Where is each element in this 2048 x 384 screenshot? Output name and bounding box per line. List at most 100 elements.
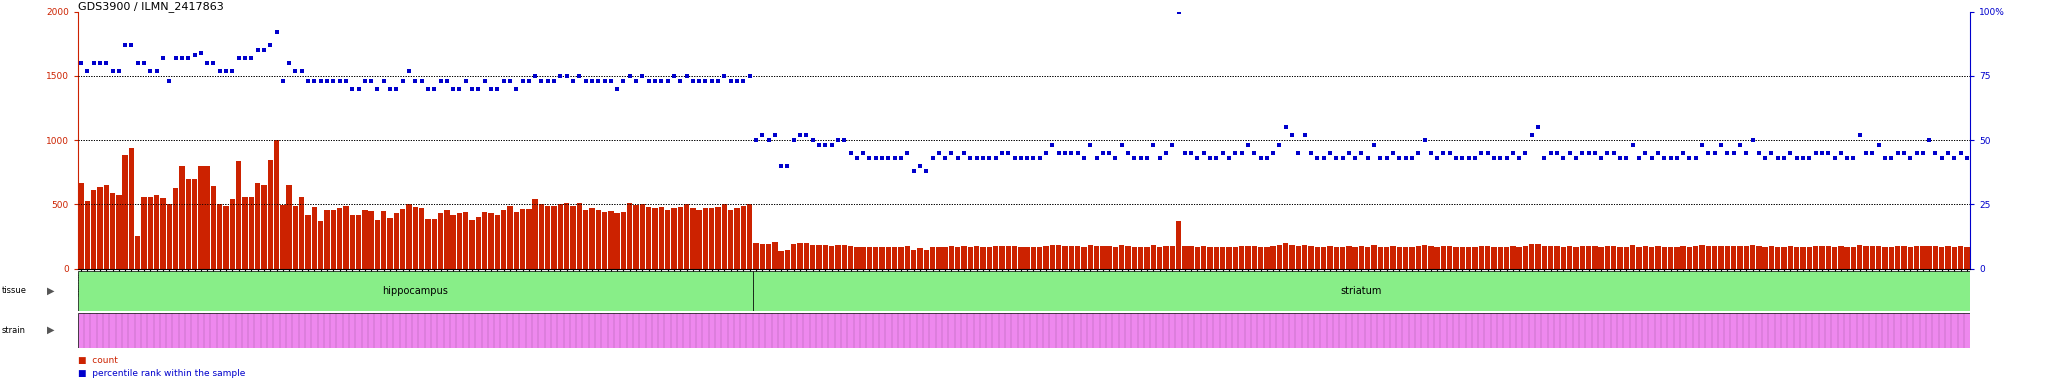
- Bar: [1542, 247, 1546, 269]
- Point: [127, 60, 160, 66]
- Bar: [1346, 246, 1352, 269]
- Point: [1300, 155, 1333, 161]
- Point: [1692, 150, 1724, 156]
- Bar: [387, 218, 393, 269]
- Point: [1358, 142, 1391, 148]
- Bar: [817, 245, 821, 269]
- Bar: [645, 207, 651, 269]
- Point: [166, 55, 199, 61]
- Bar: [1118, 245, 1124, 269]
- Point: [1012, 155, 1044, 161]
- Point: [336, 86, 369, 92]
- Point: [1225, 150, 1257, 156]
- Point: [997, 155, 1030, 161]
- Bar: [1188, 246, 1194, 269]
- Bar: [1358, 246, 1364, 269]
- Bar: [778, 251, 784, 269]
- Bar: [760, 243, 764, 269]
- Bar: [457, 214, 463, 269]
- Point: [1067, 155, 1100, 161]
- Bar: [1794, 247, 1800, 269]
- Point: [1534, 150, 1567, 156]
- Point: [1458, 155, 1491, 161]
- Point: [1327, 155, 1360, 161]
- Point: [1610, 155, 1642, 161]
- Point: [1913, 137, 1946, 143]
- Point: [1485, 155, 1518, 161]
- Point: [1018, 155, 1051, 161]
- Bar: [502, 210, 506, 269]
- Bar: [1901, 246, 1907, 269]
- Point: [455, 86, 487, 92]
- Point: [600, 86, 633, 92]
- Point: [1831, 155, 1864, 161]
- Point: [545, 73, 578, 79]
- Point: [1907, 150, 1939, 156]
- Bar: [1599, 247, 1604, 269]
- Point: [1251, 155, 1284, 161]
- Point: [1169, 150, 1202, 156]
- Bar: [1819, 246, 1825, 269]
- Bar: [211, 186, 217, 269]
- Point: [381, 86, 414, 92]
- Bar: [1133, 247, 1137, 269]
- Point: [139, 68, 172, 74]
- Point: [1843, 132, 1876, 138]
- Point: [979, 155, 1012, 161]
- Bar: [836, 245, 840, 269]
- Point: [784, 132, 817, 138]
- Point: [424, 78, 457, 84]
- Bar: [1042, 246, 1049, 269]
- Bar: [1585, 246, 1591, 269]
- Bar: [1700, 245, 1704, 269]
- Point: [1743, 150, 1776, 156]
- Point: [1552, 150, 1585, 156]
- Bar: [1075, 246, 1079, 269]
- Point: [897, 168, 930, 174]
- Text: GDS3900 / ILMN_2417863: GDS3900 / ILMN_2417863: [78, 1, 223, 12]
- Bar: [1839, 246, 1843, 269]
- Text: ■  count: ■ count: [78, 356, 117, 365]
- Point: [1710, 150, 1743, 156]
- Point: [1085, 150, 1118, 156]
- Point: [1370, 155, 1403, 161]
- Bar: [936, 247, 942, 269]
- Bar: [545, 206, 551, 269]
- Bar: [78, 271, 754, 311]
- Bar: [1882, 247, 1888, 269]
- Bar: [1145, 247, 1149, 269]
- Point: [160, 55, 193, 61]
- Bar: [1397, 247, 1403, 269]
- Bar: [1384, 247, 1389, 269]
- Point: [1837, 155, 1870, 161]
- Point: [1628, 150, 1661, 156]
- Bar: [772, 242, 778, 269]
- Bar: [842, 245, 848, 269]
- Bar: [317, 220, 324, 269]
- Bar: [438, 213, 442, 269]
- Bar: [508, 206, 512, 269]
- Text: ■  percentile rank within the sample: ■ percentile rank within the sample: [78, 369, 246, 378]
- Point: [1894, 155, 1927, 161]
- Bar: [1257, 247, 1264, 269]
- Point: [569, 78, 602, 84]
- Bar: [1372, 245, 1376, 269]
- Point: [1143, 155, 1176, 161]
- Bar: [1415, 246, 1421, 269]
- Bar: [1845, 247, 1849, 269]
- Point: [115, 42, 147, 48]
- Bar: [1491, 247, 1497, 269]
- Bar: [872, 247, 879, 269]
- Bar: [268, 160, 272, 269]
- Bar: [1315, 247, 1321, 269]
- Bar: [199, 166, 203, 269]
- Bar: [961, 246, 967, 269]
- Bar: [420, 208, 424, 269]
- Point: [1919, 150, 1952, 156]
- Point: [1055, 150, 1087, 156]
- Bar: [823, 245, 827, 269]
- Point: [752, 137, 784, 143]
- Point: [121, 60, 154, 66]
- Text: ▶: ▶: [47, 286, 55, 296]
- Point: [1061, 150, 1094, 156]
